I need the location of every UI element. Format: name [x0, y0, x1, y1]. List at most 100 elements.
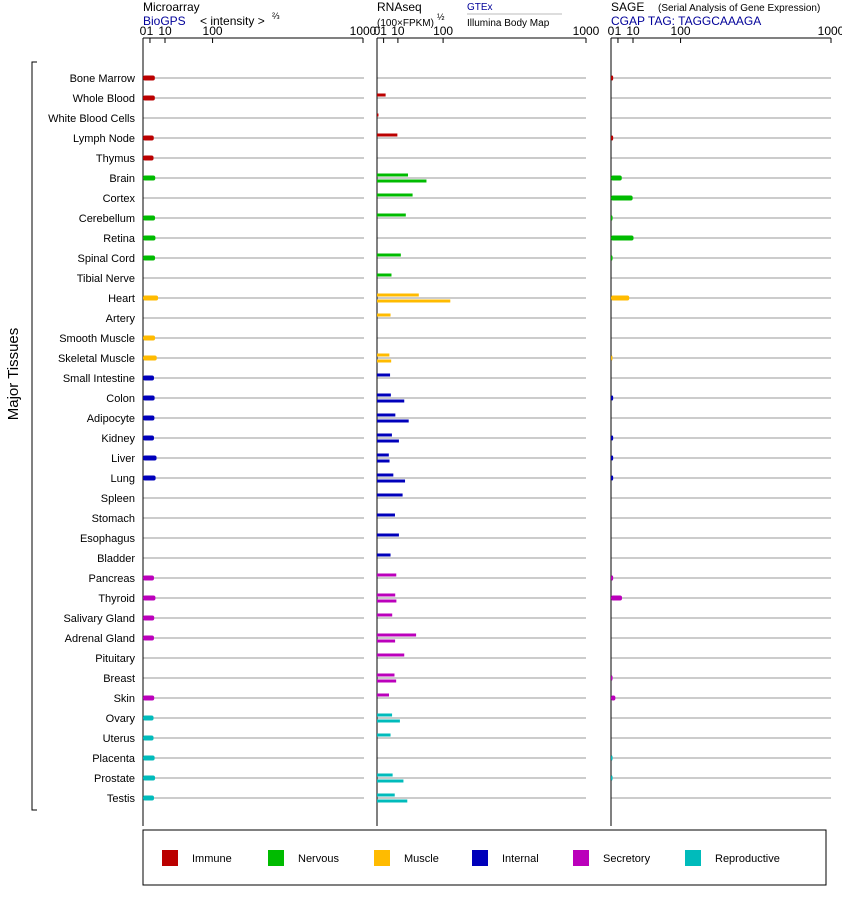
rnaseq-exponent: ½ [437, 12, 445, 22]
microarray-bar [143, 575, 154, 581]
tissue-label: Ovary [106, 713, 136, 725]
sage-bar [611, 595, 622, 601]
tissue-label: Whole Blood [73, 93, 135, 105]
rnaseq-bar [377, 633, 417, 637]
rnaseq-bar [377, 213, 406, 217]
rnaseq-bar [377, 653, 405, 657]
rnaseq-bar [377, 459, 390, 463]
sage-bar [611, 215, 613, 221]
sage-bar [611, 175, 622, 181]
sage-tick-label: 10 [626, 24, 640, 38]
microarray-tick-label: 10 [158, 24, 172, 38]
tissue-label: Cortex [103, 193, 136, 205]
tissue-label: Artery [106, 313, 136, 325]
legend-swatch-reproductive [685, 850, 701, 866]
microarray-bar [143, 135, 154, 141]
sage-bar [611, 395, 614, 401]
rnaseq-tick-label: 100 [433, 24, 453, 38]
legend-label-immune: Immune [192, 853, 232, 865]
rnaseq-bar [377, 533, 399, 537]
tissue-label: Lymph Node [73, 133, 135, 145]
sage-subtitle: (Serial Analysis of Gene Expression) [658, 3, 820, 14]
bars [143, 75, 634, 803]
tissue-label: Retina [103, 233, 136, 245]
tissue-label: Placenta [92, 753, 136, 765]
tissue-label: Tibial Nerve [77, 273, 135, 285]
microarray-unit: < intensity > [200, 14, 265, 28]
rnaseq-bar [377, 673, 395, 677]
microarray-bar [143, 735, 154, 741]
microarray-tick-label: 100 [203, 24, 223, 38]
microarray-tick-label: 1 [147, 24, 154, 38]
sage-bar [611, 695, 616, 701]
rnaseq-bar [377, 479, 406, 483]
microarray-bar [143, 395, 155, 401]
rnaseq-bar [377, 439, 399, 443]
rnaseq-bar [377, 693, 390, 697]
tissue-label: Breast [103, 673, 135, 685]
microarray-bar [143, 755, 155, 761]
legend: Immune Nervous Muscle Internal Secretory Repr… [162, 850, 780, 866]
legend-swatch-internal [472, 850, 488, 866]
row-lines [143, 77, 831, 799]
rnaseq-bar [377, 419, 409, 423]
rnaseq-bar [377, 299, 451, 303]
rnaseq-source-bodymap: Illumina Body Map [467, 18, 550, 29]
rnaseq-bar [377, 599, 397, 603]
rnaseq-bar [377, 613, 393, 617]
microarray-bar [143, 215, 156, 221]
rnaseq-bar [377, 513, 395, 517]
microarray-title: Microarray [143, 0, 200, 14]
microarray-bar [143, 595, 156, 601]
rnaseq-tick-label: 1 [380, 24, 387, 38]
rnaseq-bar [377, 399, 405, 403]
rnaseq-bar [377, 179, 427, 183]
microarray-bar [143, 355, 157, 361]
rnaseq-unit: (100×FPKM) [377, 18, 434, 29]
microarray-bar [143, 795, 154, 801]
rnaseq-bar [377, 719, 400, 723]
microarray-bar [143, 475, 156, 481]
rnaseq-bar [377, 293, 419, 297]
sage-bar [611, 195, 633, 201]
rnaseq-bar [377, 593, 396, 597]
sage-tag: CGAP TAG: TAGGCAAAGA [611, 14, 761, 28]
sage-bar [611, 755, 613, 761]
tissue-label: Esophagus [80, 533, 136, 545]
sage-tick-label: 1000 [818, 24, 842, 38]
tissue-label: Adipocyte [87, 413, 135, 425]
rnaseq-bar [377, 313, 391, 317]
microarray-bar [143, 635, 154, 641]
legend-label-nervous: Nervous [298, 853, 339, 865]
tissue-label: Lung [111, 473, 135, 485]
legend-label-reproductive: Reproductive [715, 853, 780, 865]
tissue-label: Skeletal Muscle [58, 353, 135, 365]
rnaseq-bar [377, 113, 379, 117]
rnaseq-bar [377, 779, 404, 783]
tissue-label: Pituitary [95, 653, 135, 665]
sage-bar [611, 255, 613, 261]
tissue-label: Stomach [92, 513, 135, 525]
legend-label-internal: Internal [502, 853, 539, 865]
microarray-tick-label: 0 [140, 24, 147, 38]
rnaseq-tick-label: 1000 [573, 24, 600, 38]
legend-swatch-nervous [268, 850, 284, 866]
tissue-label: Prostate [94, 773, 135, 785]
rnaseq-bar [377, 273, 392, 277]
tissue-label: Bone Marrow [70, 73, 135, 85]
tissue-label: Thyroid [98, 593, 135, 605]
rnaseq-bar [377, 799, 408, 803]
microarray-bar [143, 375, 154, 381]
tissue-label: Colon [106, 393, 135, 405]
microarray-bar [143, 255, 156, 261]
tissue-label: Brain [109, 173, 135, 185]
rnaseq-bar [377, 553, 391, 557]
microarray-bar [143, 615, 155, 621]
rnaseq-tick-label: 10 [391, 24, 405, 38]
rnaseq-title: RNAseq [377, 0, 422, 14]
y-group-bracket [31, 61, 37, 811]
rnaseq-bar [377, 793, 395, 797]
microarray-tick-label: 1000 [350, 24, 377, 38]
legend-label-secretory: Secretory [603, 853, 651, 865]
tissue-label: Spleen [101, 493, 135, 505]
